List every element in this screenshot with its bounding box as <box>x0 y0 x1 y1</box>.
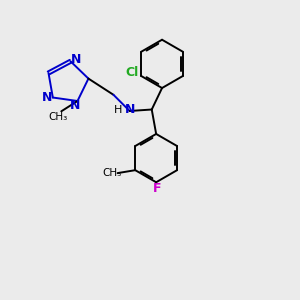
Text: CH₃: CH₃ <box>102 168 121 178</box>
Text: Cl: Cl <box>125 66 138 79</box>
Text: N: N <box>124 103 135 116</box>
Text: N: N <box>42 91 53 104</box>
Text: N: N <box>70 53 81 66</box>
Text: F: F <box>152 182 161 195</box>
Text: CH₃: CH₃ <box>48 112 68 122</box>
Text: N: N <box>69 99 80 112</box>
Text: H: H <box>114 104 123 115</box>
